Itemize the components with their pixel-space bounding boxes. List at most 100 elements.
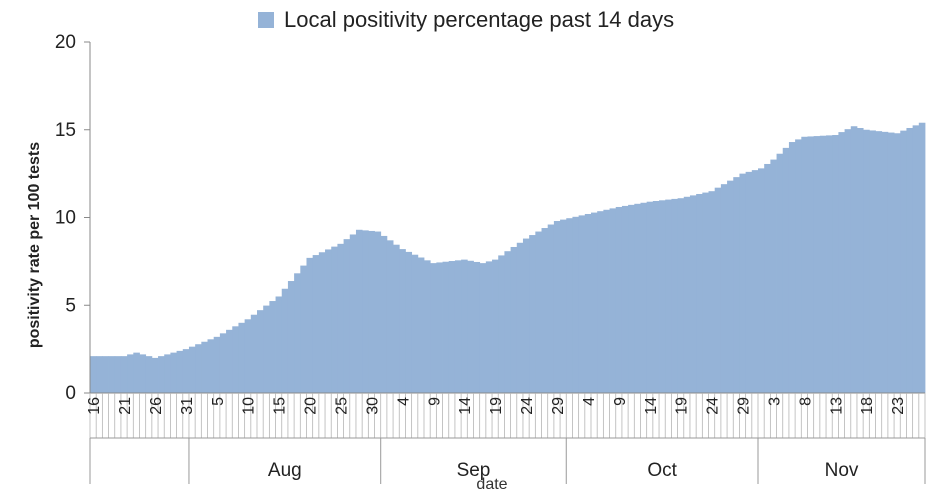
area-bar [207,339,215,393]
area-bar [504,251,511,393]
area-bar [263,305,270,393]
area-bar [164,354,171,393]
month-label: Aug [268,460,302,481]
area-bar [609,208,617,393]
area-bar [776,153,784,393]
area-bar [343,239,351,393]
area-bar [312,255,320,393]
area-bar [566,218,573,393]
area-bar [547,224,555,393]
x-tick-label: 5 [210,397,227,406]
area-bar [615,206,623,393]
area-bar [591,212,598,393]
area-bar [238,322,246,393]
area-bar [158,356,165,393]
area-bar [461,259,468,393]
area-bar [127,354,134,393]
x-tick-label: 26 [148,397,165,415]
area-bar [492,259,499,393]
y-tick-label: 5 [65,295,76,316]
legend-label: Local positivity percentage past 14 days [284,7,675,32]
area-bar [733,177,740,393]
area-bar [516,242,524,393]
area-bar [918,122,926,393]
area-bar [448,261,456,393]
area-bar [541,228,549,393]
x-axis: 16 21 26 31 5 10 15 20 25 30 4 9 14 19 24 29 4 9 14 19 24 29 3… [86,392,926,484]
area-bar [603,209,610,393]
legend-swatch [258,12,274,28]
y-tick-label: 10 [55,208,76,229]
y-tick-label: 20 [55,32,76,53]
area-bar [640,202,648,393]
area-bar [758,168,765,393]
area-bar [813,136,821,393]
area-bar [553,221,561,393]
area-bar [510,246,518,393]
month-label: Nov [825,460,859,481]
x-tick-label: 30 [364,397,381,415]
area-bar [442,261,450,393]
area-bar [226,329,233,393]
area-bar [751,170,759,393]
area-bar [281,288,289,393]
area-bar [306,257,314,393]
area-bar [659,200,666,393]
area-bar [683,196,691,393]
area-bar [102,356,109,393]
area-bar [473,261,481,393]
legend: Local positivity percentage past 14 days [258,7,674,33]
area-bar [133,352,140,393]
area-series [90,122,926,394]
area-bar [522,238,530,393]
area-bar [436,262,443,393]
area-bar [176,350,184,393]
y-tick-label: 0 [65,383,76,404]
area-bar [856,128,864,393]
area-bar [479,263,487,393]
area-bar [708,191,716,393]
x-tick-label: 15 [272,397,289,415]
area-bar [195,344,202,393]
area-bar [529,235,536,393]
area-bar [634,203,641,393]
area-bar [652,201,660,393]
area-bar [560,219,567,393]
x-tick-label: 24 [705,397,722,415]
area-bar [374,231,382,393]
area-bar [770,159,777,393]
area-bar [114,356,122,393]
x-tick-label: 29 [550,397,567,415]
area-bar [355,229,363,393]
month-label: Oct [647,460,677,481]
area-bar [745,171,753,393]
area-bar [244,319,252,393]
area-bar [269,301,276,393]
x-tick-label: 9 [426,397,443,406]
area-bar [869,130,876,393]
area-bar [782,147,790,393]
area-bar [838,132,845,393]
area-bar [399,249,406,393]
y-axis-label: positivity rate per 100 tests [26,141,43,349]
x-tick-label: 18 [859,397,876,415]
area-bar [881,131,889,394]
area-bar [145,356,153,393]
area-bar [894,133,901,393]
area-bar [386,240,394,393]
area-bar [424,260,431,393]
area-bar [393,244,400,393]
area-bar [430,263,437,393]
area-bar [535,231,542,393]
y-axis: 0 5 10 15 20 [55,32,91,404]
area-bar [349,234,357,393]
area-bar [337,243,344,393]
area-bar [287,281,295,393]
x-tick-label: 4 [581,397,598,406]
area-bar [863,129,870,393]
area-bar [578,215,586,393]
area-bar [188,346,196,393]
area-bar [362,230,369,393]
area-bar [368,230,375,393]
x-tick-label: 8 [797,397,814,406]
